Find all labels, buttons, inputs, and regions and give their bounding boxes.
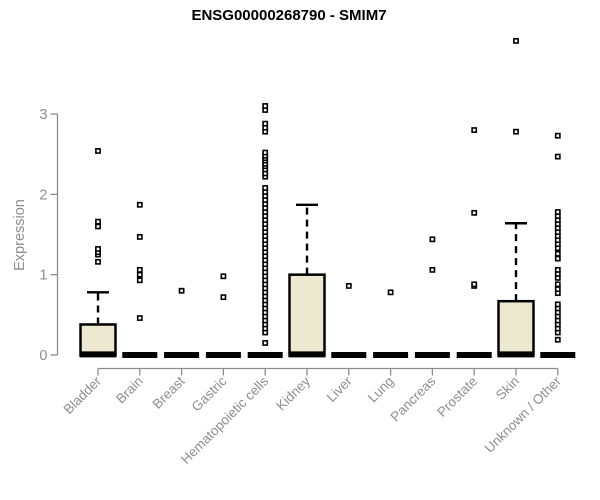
outlier-point-brain [136, 201, 143, 208]
outlier-point-unknown-other [554, 209, 561, 215]
x-tick-label: Prostate [434, 374, 480, 420]
outlier-point-skin [513, 38, 519, 44]
outlier-point-brain [136, 315, 143, 321]
outlier-point-bladder [95, 218, 101, 225]
outlier-point-pancreas [429, 266, 436, 273]
outlier-point-hematopoietic-cells [262, 103, 269, 109]
outlier-point-skin [513, 128, 519, 135]
x-tick-label: Liver [324, 373, 356, 405]
chart-title: ENSG00000268790 - SMIM7 [191, 7, 387, 24]
box-bladder [79, 323, 117, 357]
box-collapsed-breast [164, 352, 200, 358]
box-collapsed-gastric [205, 352, 241, 358]
y-tick-label: 1 [39, 268, 47, 284]
outlier-point-brain [136, 234, 143, 240]
outlier-point-pancreas [429, 236, 436, 243]
outlier-point-unknown-other [554, 153, 561, 160]
outlier-point-prostate [471, 209, 478, 216]
outlier-point-unknown-other [554, 266, 561, 273]
box-collapsed-pancreas [414, 352, 450, 358]
x-tick-label: Lung [365, 374, 397, 406]
box-kidney [288, 273, 326, 357]
outlier-point-bladder [95, 223, 101, 230]
outlier-point-unknown-other [554, 281, 561, 288]
box-collapsed-brain [122, 352, 158, 358]
outlier-point-unknown-other [554, 301, 561, 308]
outlier-point-breast [178, 287, 185, 294]
outlier-point-liver [345, 283, 352, 289]
x-tick-label: Breast [150, 373, 188, 411]
median-line-kidney [288, 351, 326, 358]
outlier-point-prostate [471, 127, 478, 133]
y-tick-label: 0 [39, 348, 47, 364]
box-collapsed-hematopoietic-cells [247, 352, 283, 358]
outlier-point-unknown-other [554, 286, 561, 293]
x-tick-label: Unknown / Other [482, 373, 565, 456]
outlier-point-unknown-other [554, 255, 561, 262]
outlier-point-brain [136, 277, 143, 284]
x-tick-label: Gastric [189, 373, 230, 414]
x-tick-label: Skin [493, 374, 522, 403]
median-line-skin [497, 351, 535, 358]
outlier-point-gastric [220, 273, 227, 280]
x-tick-label: Kidney [273, 373, 313, 413]
outlier-point-hematopoietic-cells [262, 340, 269, 346]
outlier-point-bladder [95, 258, 101, 265]
outlier-point-prostate [471, 281, 478, 288]
box-collapsed-lung [373, 352, 409, 358]
outlier-point-unknown-other [554, 132, 561, 139]
outlier-point-unknown-other [554, 250, 561, 257]
y-tick-label: 3 [39, 107, 47, 123]
outlier-point-hematopoietic-cells [262, 149, 269, 156]
box-skin [497, 299, 535, 357]
outlier-point-hematopoietic-cells [262, 185, 269, 191]
box-collapsed-liver [331, 352, 367, 358]
outlier-point-lung [387, 289, 394, 296]
box-collapsed-prostate [456, 352, 492, 358]
median-line-bladder [79, 351, 117, 358]
outlier-point-gastric [220, 294, 227, 301]
x-tick-label: Pancreas [388, 373, 439, 424]
outlier-point-unknown-other [554, 336, 561, 343]
outlier-point-hematopoietic-cells [262, 120, 269, 127]
box-collapsed-unknown-other [540, 352, 576, 358]
x-tick-label: Brain [113, 374, 146, 407]
outlier-point-bladder [95, 246, 101, 252]
x-tick-label: Bladder [61, 373, 105, 417]
outlier-point-brain [136, 266, 143, 273]
outlier-point-bladder [95, 148, 101, 154]
y-tick-label: 2 [39, 187, 47, 203]
outlier-point-brain [136, 271, 143, 278]
